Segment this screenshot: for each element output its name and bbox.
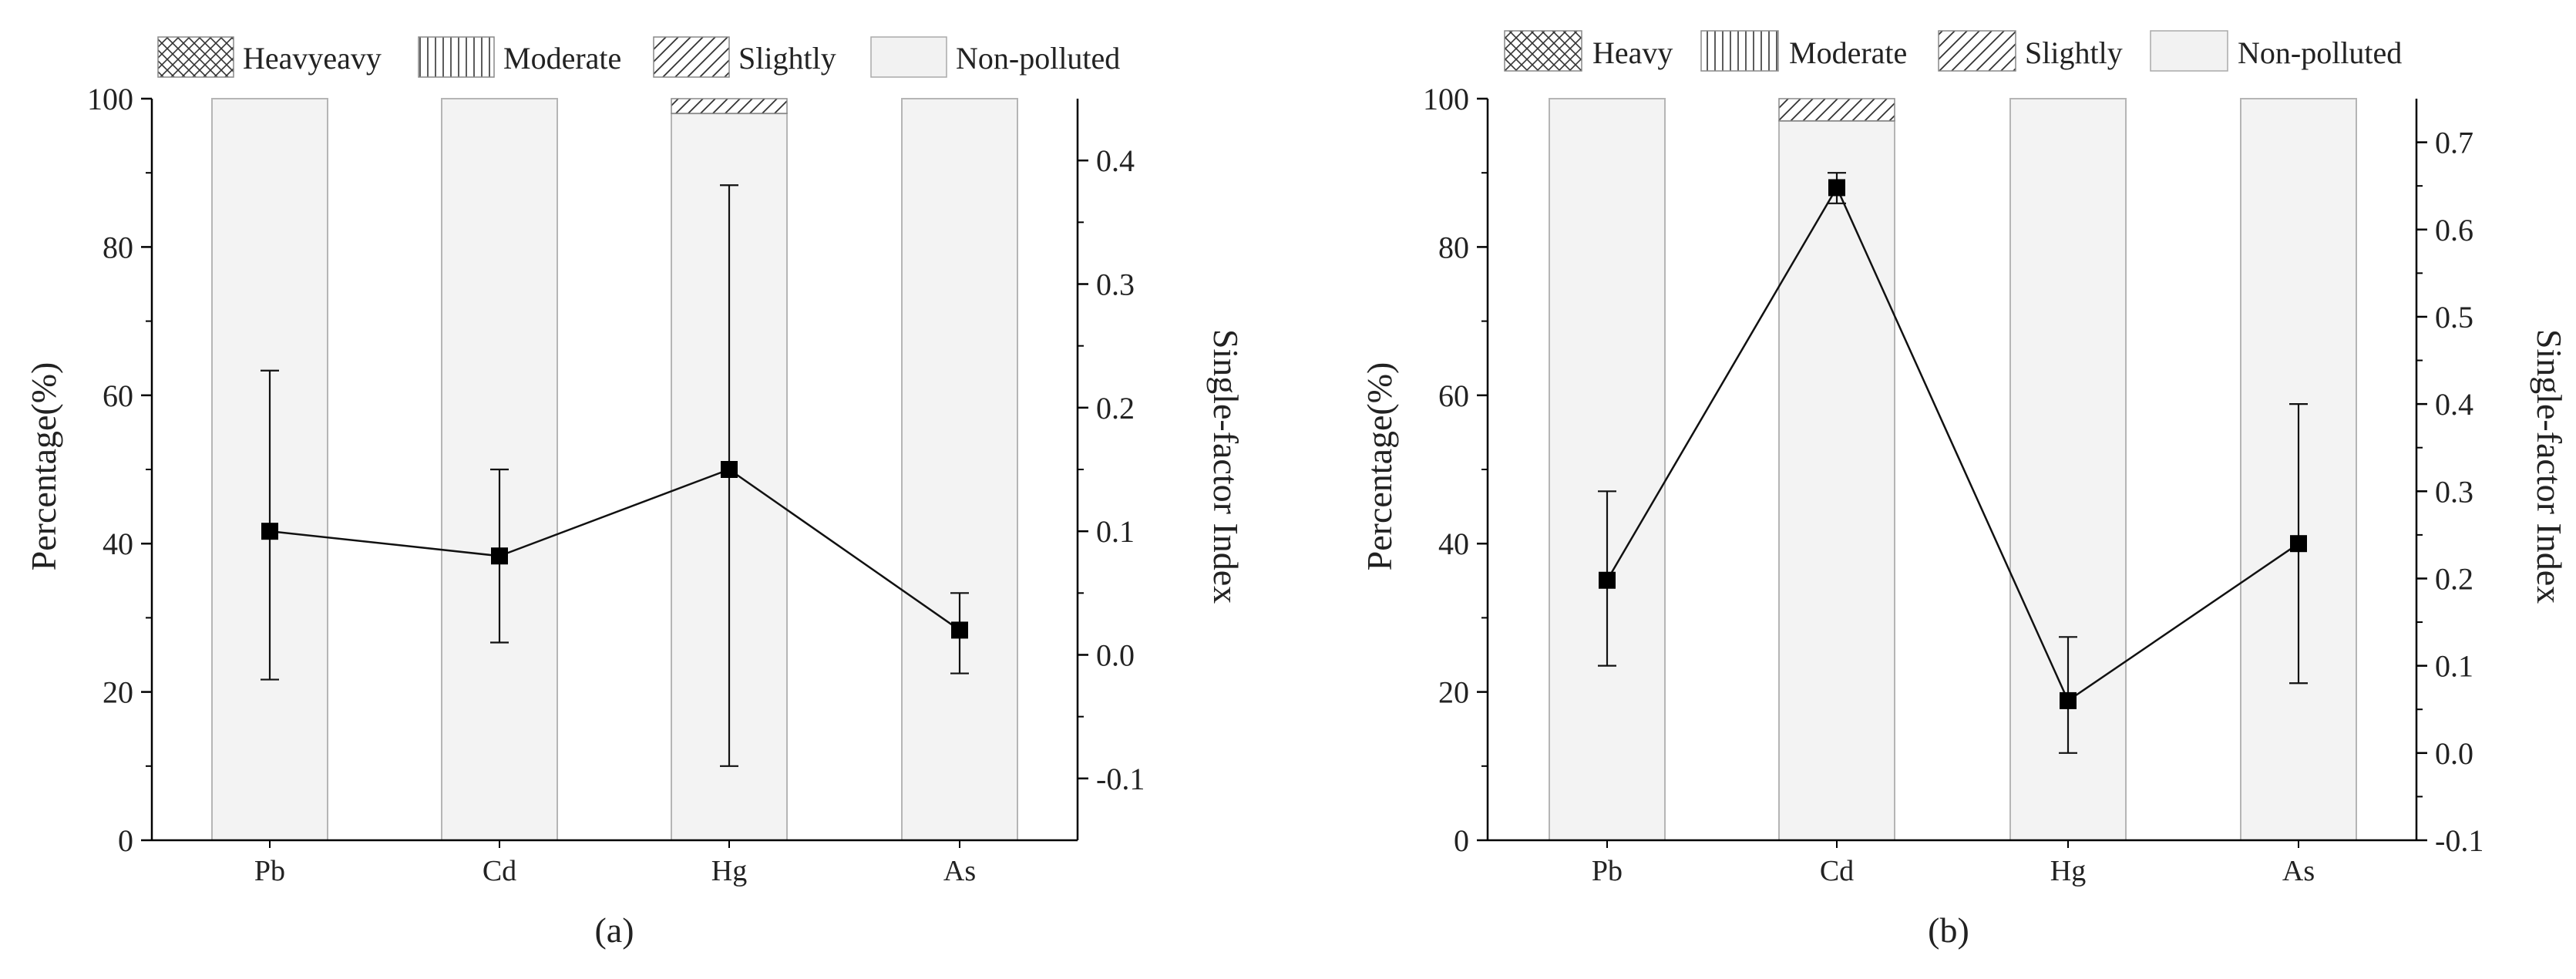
ytick-right-label-b: 0.3: [2435, 474, 2473, 509]
panel-b-caption: (b): [1928, 910, 1969, 950]
legend-moderate-label-b: Moderate: [1789, 35, 1907, 70]
ytick-left-label-b: 40: [1438, 527, 1469, 561]
ytick-left-label-a: 40: [103, 527, 133, 561]
marker-pb-a: [261, 523, 278, 540]
panel-b-ylabel-left: Percentage(%): [1360, 362, 1399, 571]
xtick-label-cd-a: Cd: [483, 855, 516, 887]
bar-nonpolluted-pb-b: [1549, 98, 1666, 841]
legend-heavy-label-a: Heavyeavy: [243, 41, 382, 76]
ytick-right-label-b: -0.1: [2435, 823, 2484, 858]
panel-b-plot: 0 20 40 60 80 100 -0.1 0.0 0.1 0.2 0.3 0.4 0.5 0.6 0.7…: [1423, 82, 2484, 887]
ytick-right-label-b: 0.1: [2435, 649, 2473, 684]
ytick-right-label-a: 0.4: [1096, 143, 1135, 178]
marker-as-b: [2290, 535, 2307, 553]
xtick-label-pb-b: Pb: [1592, 855, 1623, 887]
ytick-left-label-b: 80: [1438, 230, 1469, 264]
panel-a: Heavyeavy Moderate Slightly Non-polluted…: [24, 36, 1246, 950]
bar-slightly-cd-b: [1778, 98, 1895, 122]
ytick-left-label-a: 20: [103, 675, 133, 710]
legend-nonpolluted-label-a: Non-polluted: [956, 41, 1120, 76]
marker-cd-a: [491, 547, 508, 565]
panel-a-caption: (a): [594, 910, 634, 950]
legend-slightly-label-b: Slightly: [2025, 35, 2123, 70]
bar-nonpolluted-as-a: [901, 98, 1018, 841]
legend-moderate-label-a: Moderate: [503, 41, 621, 76]
ytick-left-label-b: 20: [1438, 675, 1469, 710]
ytick-right-label-b: 0.6: [2435, 213, 2473, 247]
panel-a-ylabel-right: Single-factor Index: [1206, 329, 1246, 604]
legend-nonpolluted-swatch-b: [2150, 30, 2228, 72]
ytick-left-label-b: 60: [1438, 378, 1469, 413]
bar-slightly-hg-a: [671, 98, 788, 114]
ytick-right-label-a: 0.3: [1096, 267, 1135, 302]
ytick-right-label-a: 0.1: [1096, 514, 1135, 549]
ytick-right-label-a: -0.1: [1096, 762, 1145, 796]
legend-heavy-label-b: Heavy: [1592, 35, 1673, 70]
legend-nonpolluted-label-b: Non-polluted: [2238, 35, 2402, 70]
ytick-right-label-a: 0.2: [1096, 391, 1135, 426]
panel-b: Heavy Moderate Slightly Non-polluted 0 20…: [1360, 30, 2569, 950]
ytick-right-label-b: 0.5: [2435, 300, 2473, 335]
legend-slightly-label-a: Slightly: [738, 41, 836, 76]
ytick-left-label-a: 60: [103, 378, 133, 413]
xtick-label-cd-b: Cd: [1820, 855, 1854, 887]
marker-as-a: [951, 621, 968, 639]
xtick-label-pb-a: Pb: [254, 855, 285, 887]
legend-slightly-swatch-a: [653, 36, 730, 78]
marker-pb-b: [1599, 571, 1616, 589]
index-line-a: [269, 468, 960, 631]
panel-b-legend: Heavy Moderate Slightly Non-polluted: [1504, 30, 2402, 72]
ytick-left-label-a: 100: [87, 82, 133, 116]
ytick-right-label-b: 0.0: [2435, 736, 2473, 771]
ytick-right-label-a: 0.0: [1096, 638, 1135, 673]
legend-moderate-swatch-b: [1700, 30, 1779, 72]
legend-nonpolluted-swatch-a: [870, 36, 947, 78]
legend-heavy-swatch-a: [157, 36, 234, 78]
marker-hg-b: [2060, 691, 2077, 709]
marker-hg-a: [721, 461, 738, 478]
ytick-right-label-b: 0.2: [2435, 561, 2473, 596]
legend-heavy-swatch-b: [1504, 30, 1582, 72]
ytick-left-label-b: 0: [1454, 823, 1469, 858]
marker-cd-b: [1828, 179, 1845, 197]
xtick-label-hg-a: Hg: [711, 855, 747, 887]
index-line-b: [1606, 185, 2299, 702]
legend-moderate-swatch-a: [418, 36, 495, 78]
panel-a-plot: 0 20 40 60 80 100 -0.1 0.0 0.1 0.2 0.3 0.4 Pb Cd Hg As: [87, 82, 1145, 887]
bar-nonpolluted-cd-b: [1778, 119, 1895, 842]
xtick-label-hg-b: Hg: [2050, 855, 2086, 887]
ytick-left-label-b: 100: [1423, 82, 1469, 116]
panel-a-ylabel-left: Percentage(%): [24, 362, 63, 571]
ytick-right-label-b: 0.4: [2435, 387, 2473, 422]
legend-slightly-swatch-b: [1938, 30, 2016, 72]
ytick-right-label-b: 0.7: [2435, 126, 2473, 160]
ytick-left-label-a: 80: [103, 230, 133, 264]
xtick-label-as-a: As: [943, 855, 976, 887]
ytick-left-label-a: 0: [118, 823, 133, 858]
panel-b-ylabel-right: Single-factor Index: [2530, 329, 2569, 604]
panel-a-legend: Heavyeavy Moderate Slightly Non-polluted: [157, 36, 1120, 78]
xtick-label-as-b: As: [2282, 855, 2315, 887]
